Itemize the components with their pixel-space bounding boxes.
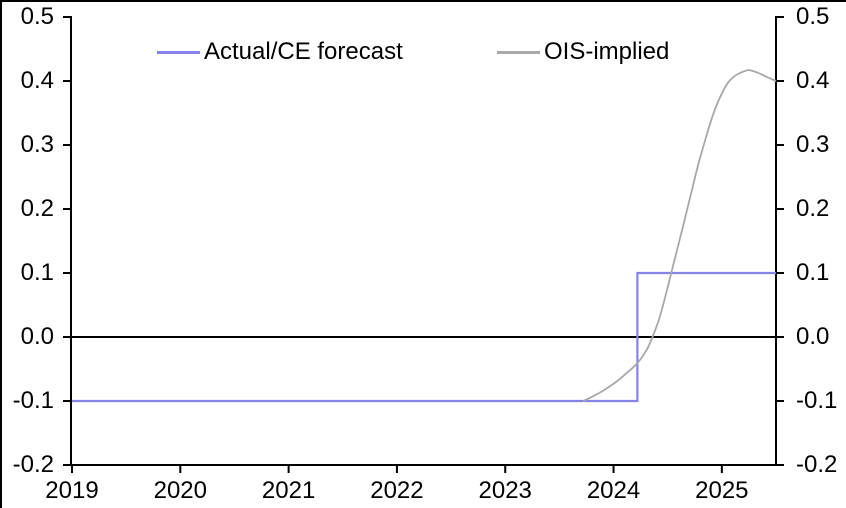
x-axis-label: 2020 [153, 477, 207, 504]
y-axis-label-left: 0.1 [20, 259, 54, 286]
y-axis-label-left: -0.2 [12, 451, 54, 478]
y-axis-label-left: 0.3 [20, 131, 54, 158]
x-axis-label: 2025 [695, 477, 749, 504]
y-axis-label-right: 0.0 [796, 323, 830, 350]
ois-implied-line-sample-icon [497, 50, 540, 54]
y-axis-label-left: 0.2 [20, 195, 54, 222]
y-axis-label-left: 0.5 [20, 3, 54, 30]
y-axis-label-left: -0.1 [12, 387, 54, 414]
x-axis-label: 2022 [370, 477, 424, 504]
y-axis-label-right: -0.1 [796, 387, 838, 414]
x-axis-label: 2024 [586, 477, 641, 504]
y-axis-label-left: 0.4 [20, 67, 54, 94]
legend-item-ois-implied: OIS-implied [497, 39, 669, 65]
actual-ce-forecast-line-sample-icon [157, 50, 200, 54]
series-line-1 [582, 69, 777, 402]
legend-item-actual-ce-forecast: Actual/CE forecast [157, 39, 403, 65]
x-axis-label: 2023 [478, 477, 532, 504]
legend-label-actual-ce-forecast: Actual/CE forecast [204, 38, 403, 65]
y-axis-label-right: 0.3 [796, 131, 830, 158]
y-axis-label-right: 0.4 [796, 67, 830, 94]
y-axis-label-left: 0.0 [20, 323, 54, 350]
series-line-0 [72, 271, 776, 403]
legend-label-ois-implied: OIS-implied [544, 38, 670, 65]
y-axis-label-right: 0.1 [796, 259, 830, 286]
y-axis-label-right: 0.2 [796, 195, 830, 222]
y-axis-label-right: 0.5 [796, 3, 830, 30]
x-axis-label: 2021 [261, 477, 316, 504]
x-axis-label: 2019 [45, 477, 99, 504]
y-axis-label-right: -0.2 [796, 451, 838, 478]
